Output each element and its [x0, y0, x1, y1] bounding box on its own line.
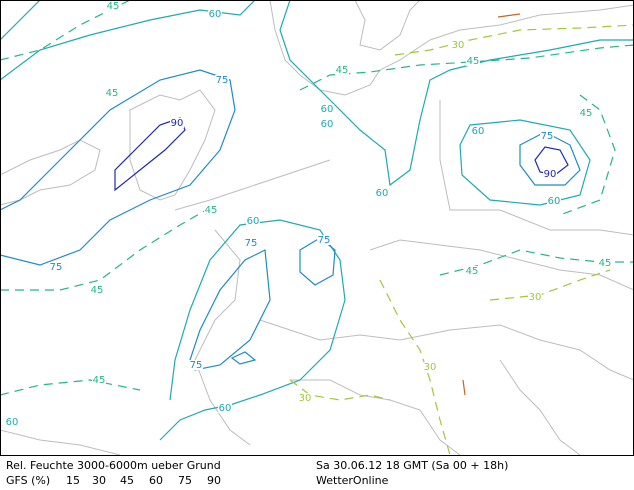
- contour-label: 75: [216, 75, 229, 86]
- label-bg: [335, 65, 349, 75]
- contour-label: 30: [452, 40, 465, 51]
- contour-label: 45: [580, 108, 593, 119]
- contour-label: 60: [209, 9, 222, 20]
- label-bg: [598, 258, 612, 268]
- label-bg: [471, 126, 485, 136]
- contour-label: 90: [544, 169, 557, 180]
- footer-model: GFS (%): [6, 474, 50, 487]
- label-bg: [543, 169, 557, 179]
- contour-label: 60: [548, 196, 561, 207]
- contour-label: 45: [93, 375, 106, 386]
- footer: Rel. Feuchte 3000-6000m ueber Grund GFS …: [6, 459, 508, 487]
- legend-level: 30: [92, 474, 106, 487]
- contour-label: 45: [336, 65, 349, 76]
- contour-label: 60: [321, 119, 334, 130]
- contour-label: 30: [424, 362, 437, 373]
- label-bg: [298, 393, 312, 403]
- footer-title: Rel. Feuchte 3000-6000m ueber Grund: [6, 459, 221, 472]
- contour-label: 75: [190, 360, 203, 371]
- contour-label: 30: [529, 292, 542, 303]
- contour-label: 75: [245, 238, 258, 249]
- legend-level: 15: [66, 474, 80, 487]
- label-bg: [170, 118, 184, 128]
- label-bg: [320, 119, 334, 129]
- contour-label: 60: [321, 104, 334, 115]
- contour-label: 60: [6, 417, 19, 428]
- label-bg: [547, 196, 561, 206]
- label-bg: [375, 188, 389, 198]
- label-bg: [451, 40, 465, 50]
- contour-label: 45: [91, 285, 104, 296]
- label-bg: [90, 285, 104, 295]
- label-bg: [579, 108, 593, 118]
- label-bg: [208, 9, 222, 19]
- contour-label: 60: [472, 126, 485, 137]
- contour-label: 60: [376, 188, 389, 199]
- label-bg: [246, 216, 260, 226]
- contour-label: 30: [299, 393, 312, 404]
- label-bg: [320, 104, 334, 114]
- label-bg: [528, 292, 542, 302]
- contour-label: 60: [247, 216, 260, 227]
- label-bg: [5, 417, 19, 427]
- contour-label: 45: [466, 266, 479, 277]
- contour-label: 75: [318, 235, 331, 246]
- footer-source: WetterOnline: [316, 474, 389, 487]
- label-bg: [189, 360, 203, 370]
- contour-label: 45: [599, 258, 612, 269]
- label-bg: [215, 75, 229, 85]
- label-bg: [106, 1, 120, 11]
- legend-level: 90: [207, 474, 221, 487]
- label-bg: [423, 362, 437, 372]
- footer-date: Sa 30.06.12 18 GMT (Sa 00 + 18h): [316, 459, 508, 472]
- contour-label: 75: [50, 262, 63, 273]
- legend-level: 60: [149, 474, 163, 487]
- contour-label: 45: [205, 205, 218, 216]
- label-bg: [465, 266, 479, 276]
- contour-label: 45: [106, 88, 119, 99]
- contour-label: 90: [171, 118, 184, 129]
- contour-label: 75: [541, 131, 554, 142]
- contour-label: 60: [219, 403, 232, 414]
- label-bg: [540, 131, 554, 141]
- label-bg: [204, 205, 218, 215]
- label-bg: [218, 403, 232, 413]
- contour-label: 45: [107, 1, 120, 12]
- label-bg: [49, 262, 63, 272]
- legend-level: 45: [120, 474, 134, 487]
- legend-level: 75: [178, 474, 192, 487]
- label-bg: [92, 375, 106, 385]
- contour-label: 45: [467, 56, 480, 67]
- label-bg: [105, 88, 119, 98]
- label-bg: [466, 56, 480, 66]
- label-bg: [317, 235, 331, 245]
- label-bg: [244, 238, 258, 248]
